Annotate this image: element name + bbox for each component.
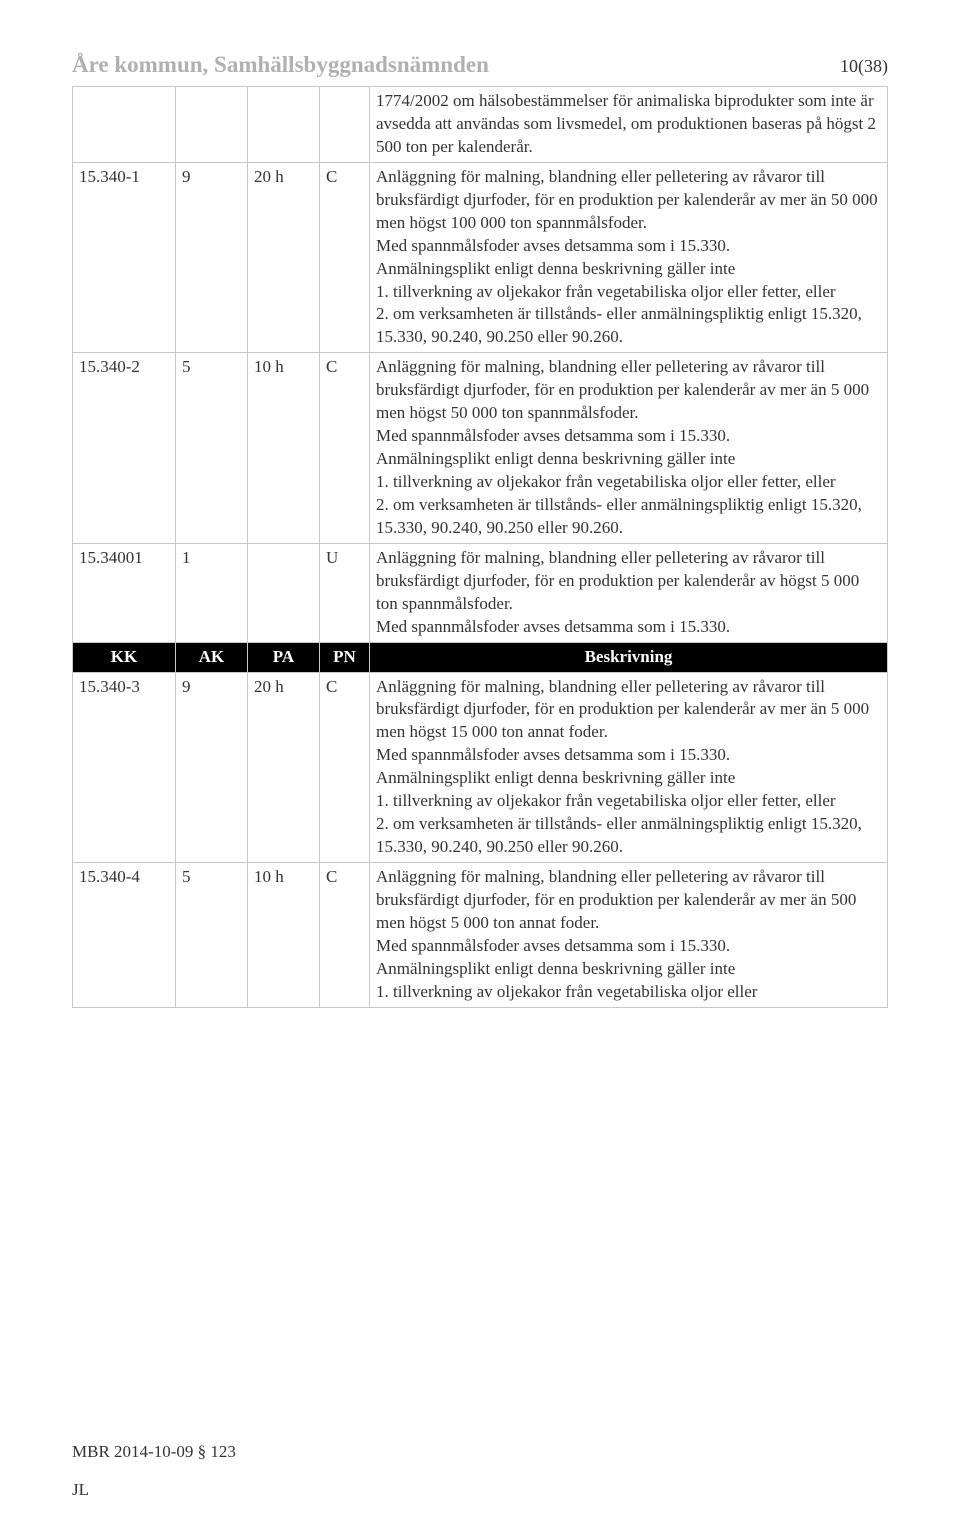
table-row: 1774/2002 om hälsobestämmelser för anima… [73,87,888,163]
table-cell: 15.340-2 [73,353,176,544]
table-cell: C [320,162,370,353]
table-cell: C [320,672,370,863]
regulation-table: 1774/2002 om hälsobestämmelser för anima… [72,86,888,1008]
table-row: 15.340-4510 hCAnläggning för malning, bl… [73,863,888,1008]
page-number: 10(38) [840,56,888,77]
table-row: 15.340-1920 hCAnläggning för malning, bl… [73,162,888,353]
table-row: 15.340-3920 hCAnläggning för malning, bl… [73,672,888,863]
table-cell: 1 [176,543,248,642]
table-cell [320,87,370,163]
table-cell: 5 [176,863,248,1008]
table-cell: 9 [176,162,248,353]
table-cell: 9 [176,672,248,863]
page-header: Åre kommun, Samhällsbyggnadsnämnden 10(3… [72,52,888,78]
col-beskrivning: Beskrivning [370,642,888,672]
table-cell: 5 [176,353,248,544]
footer-initials: JL [72,1480,236,1500]
table-cell: 20 h [248,672,320,863]
table-cell [73,87,176,163]
table-cell: C [320,353,370,544]
table-cell: Anläggning för malning, blandning eller … [370,353,888,544]
table-row: 15.340011UAnläggning för malning, blandn… [73,543,888,642]
table-cell: 20 h [248,162,320,353]
table-row: 15.340-2510 hCAnläggning för malning, bl… [73,353,888,544]
footer-reference: MBR 2014-10-09 § 123 [72,1442,236,1462]
table-cell [248,87,320,163]
table-cell: 15.340-4 [73,863,176,1008]
table-cell: 10 h [248,353,320,544]
table-cell: Anläggning för malning, blandning eller … [370,863,888,1008]
col-kk: KK [73,642,176,672]
col-pn: PN [320,642,370,672]
table-cell [248,543,320,642]
table-cell: 15.34001 [73,543,176,642]
doc-title: Åre kommun, Samhällsbyggnadsnämnden [72,52,489,78]
table-cell: C [320,863,370,1008]
col-ak: AK [176,642,248,672]
table-cell: 15.340-3 [73,672,176,863]
table-cell: 1774/2002 om hälsobestämmelser för anima… [370,87,888,163]
col-pa: PA [248,642,320,672]
table-header-row: KK AK PA PN Beskrivning [73,642,888,672]
table-cell: Anläggning för malning, blandning eller … [370,672,888,863]
page-footer: MBR 2014-10-09 § 123 JL [72,1442,236,1500]
table-cell [176,87,248,163]
table-cell: 10 h [248,863,320,1008]
table-cell: U [320,543,370,642]
table-cell: Anläggning för malning, blandning eller … [370,543,888,642]
table-cell: Anläggning för malning, blandning eller … [370,162,888,353]
table-cell: 15.340-1 [73,162,176,353]
